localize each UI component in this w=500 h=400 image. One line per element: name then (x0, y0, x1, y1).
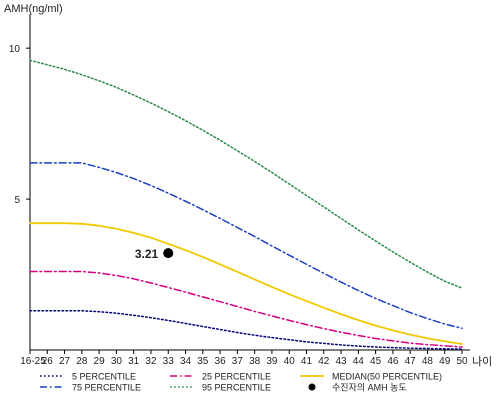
y-axis-label: AMH(ng/ml) (4, 3, 63, 15)
x-tick-label: 39 (266, 356, 278, 367)
patient-marker: 3.21 (135, 247, 174, 261)
y-tick-label: 5 (14, 195, 20, 206)
x-tick-label: 31 (128, 356, 140, 367)
x-tick-label: 38 (249, 356, 261, 367)
x-tick-label: 37 (232, 356, 244, 367)
y-tick-label: 10 (9, 44, 21, 55)
legend-swatch-patient (308, 383, 316, 391)
x-tick-label: 41 (301, 356, 313, 367)
series-line-5-percentile (29, 310, 463, 350)
x-tick-label: 35 (197, 356, 209, 367)
legend-label: 95 PERCENTILE (202, 383, 271, 393)
x-tick-label: 48 (422, 356, 434, 367)
patient-point-label: 3.21 (135, 247, 159, 261)
x-tick-label: 45 (370, 356, 382, 367)
x-tick-label: 36 (215, 356, 227, 367)
legend-label-patient: 수진자의 AMH 농도 (332, 383, 407, 393)
legend-label: 75 PERCENTILE (72, 383, 141, 393)
x-tick-label: 26 (42, 356, 54, 367)
legend-label: MEDIAN(50 PERCENTILE) (332, 372, 442, 382)
series-line-95-percentile (29, 59, 463, 289)
x-tick-label: 44 (353, 356, 365, 367)
x-tick-label: 47 (405, 356, 417, 367)
x-tick-label: 49 (439, 356, 451, 367)
series-line-median-50-percentile- (29, 222, 463, 345)
x-tick-label: 43 (335, 356, 347, 367)
x-tick-label: 34 (180, 356, 192, 367)
x-tick-label: 46 (387, 356, 399, 367)
legend-label: 5 PERCENTILE (72, 372, 136, 382)
x-tick-label: 16-25 (20, 356, 46, 367)
x-tick-label: 40 (284, 356, 296, 367)
x-tick-label: 32 (145, 356, 157, 367)
x-tick-label: 27 (59, 356, 71, 367)
x-tick-label: 28 (76, 356, 88, 367)
x-tick-label: 42 (318, 356, 330, 367)
series-line-25-percentile (29, 270, 463, 348)
x-axis-label: 나이 (472, 355, 492, 368)
patient-point (163, 248, 174, 259)
x-tick-label: 33 (163, 356, 175, 367)
series-lines (29, 59, 463, 350)
x-tick-label: 29 (94, 356, 106, 367)
x-tick-label: 50 (456, 356, 468, 367)
legend-label: 25 PERCENTILE (202, 372, 271, 382)
series-line-75-percentile (29, 162, 463, 330)
x-tick-label: 30 (111, 356, 123, 367)
